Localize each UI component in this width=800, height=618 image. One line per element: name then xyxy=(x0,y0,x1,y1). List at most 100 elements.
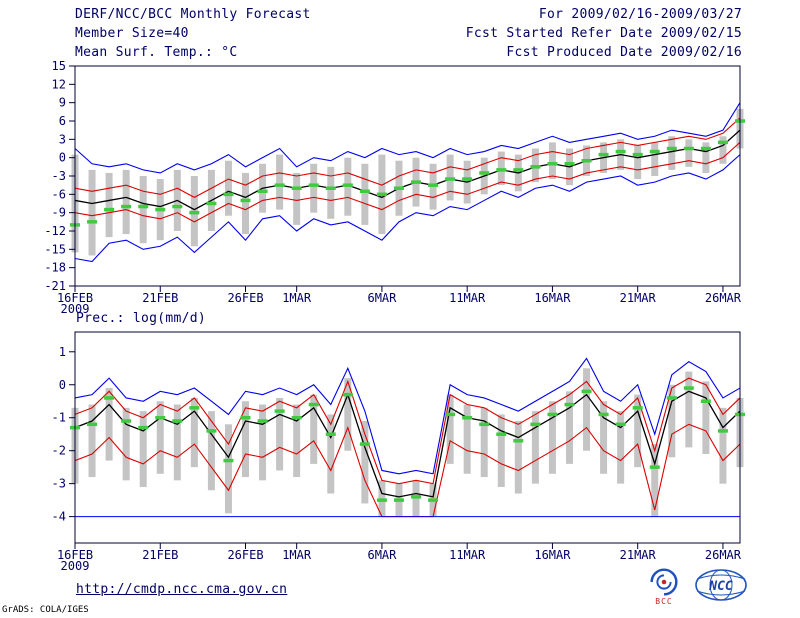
x-tick-label: 26FEB xyxy=(227,291,263,305)
x-tick-label: 26MAR xyxy=(705,548,742,562)
surface-temperature-line-ensemble-max xyxy=(74,102,741,174)
produced-date-label: Fcst Produced Date 2009/02/16 xyxy=(506,45,742,60)
x-tick-label: 21FEB xyxy=(142,291,178,305)
precipitation-member-spread xyxy=(531,411,539,484)
y-tick-label: -15 xyxy=(44,242,66,256)
x-tick-label: 1MAR xyxy=(282,291,312,305)
forecast-period: For 2009/02/16-2009/03/27 xyxy=(538,7,742,22)
y-tick-label: -2 xyxy=(52,444,66,458)
prec-chart-title: Prec.: log(mm/d) xyxy=(76,311,207,326)
surface-temperature-member-spread xyxy=(634,145,642,180)
precipitation-member-spread xyxy=(310,394,318,464)
surface-temperature-member-spread xyxy=(276,154,284,210)
y-tick-label: 0 xyxy=(59,151,66,165)
x-tick-label: 16MAR xyxy=(534,291,571,305)
y-tick-label: -21 xyxy=(44,279,66,293)
precipitation-member-spread xyxy=(719,407,727,484)
surface-temperature-member-spread xyxy=(651,142,659,176)
precipitation-member-spread xyxy=(139,411,147,487)
y-tick-label: -18 xyxy=(44,261,66,275)
x-tick-label: 11MAR xyxy=(449,548,486,562)
y-tick-label: 0 xyxy=(59,378,66,392)
header-line-2: Member Size=40 Fcst Started Refer Date 2… xyxy=(75,24,742,43)
temperature-chart: 15 12 9 6 3 0 -3 -6 -9 -12 -15 -18 -21 16FEB 2009 21FEB… xyxy=(0,59,800,320)
precipitation-chart: 1 0 -1 -2 -3 -4 16FEB 2009 21FEB 26FEB 1MAR 6MAR 11M… xyxy=(0,326,800,578)
precipitation-member-spread xyxy=(702,381,710,454)
y-tick-label: -9 xyxy=(52,206,66,220)
surface-temperature-line-ensemble-mean xyxy=(74,129,741,211)
source-url-link[interactable]: http://cmdp.ncc.cma.gov.cn xyxy=(76,582,288,597)
x-tick-label: 26FEB xyxy=(227,548,263,562)
precipitation-member-spread xyxy=(259,404,267,481)
precipitation-member-spread xyxy=(122,407,130,481)
y-tick-label: 1 xyxy=(59,345,66,359)
x-tick-label: 16MAR xyxy=(534,548,571,562)
precipitation-member-spread xyxy=(617,411,625,484)
header-line-1: DERF/NCC/BCC Monthly Forecast For 2009/0… xyxy=(75,5,742,24)
precipitation-member-spread xyxy=(685,371,693,448)
precipitation-member-spread xyxy=(190,397,198,468)
bcc-logo: BCC xyxy=(646,567,682,606)
surface-temperature-member-spread xyxy=(548,142,556,180)
precipitation-member-spread xyxy=(344,378,352,451)
x-tick-label: 21MAR xyxy=(620,548,657,562)
footer-logos: BCC NCC xyxy=(646,567,748,606)
precipitation-member-spread xyxy=(327,414,335,494)
x-tick-sublabel: 2009 xyxy=(61,559,90,573)
x-tick-label: 21FEB xyxy=(142,548,178,562)
x-tick-label: 16FEB xyxy=(57,291,93,305)
precipitation-member-spread xyxy=(242,401,250,478)
precipitation-member-spread xyxy=(463,404,471,474)
precipitation-member-spread xyxy=(105,388,113,461)
surface-temperature-member-spread xyxy=(361,163,369,225)
y-tick-label: 3 xyxy=(59,132,66,146)
grads-credit: GrADS: COLA/IGES xyxy=(2,605,89,615)
surface-temperature-member-spread xyxy=(310,163,318,213)
surface-temperature-member-spread xyxy=(105,172,113,238)
surface-temperature-member-spread xyxy=(293,172,301,225)
y-tick-label: 12 xyxy=(52,77,66,91)
surface-temperature-member-spread xyxy=(224,160,232,216)
refer-date-label: Fcst Started Refer Date 2009/02/15 xyxy=(465,26,742,41)
temp-chart-title: Mean Surf. Temp.: °C xyxy=(75,45,238,60)
y-tick-label: -3 xyxy=(52,169,66,183)
x-tick-label: 21MAR xyxy=(620,291,657,305)
x-tick-label: 1MAR xyxy=(282,548,312,562)
precipitation-line-ensemble-mean xyxy=(74,390,741,498)
precipitation-member-spread xyxy=(173,404,181,481)
precipitation-member-spread xyxy=(224,424,232,514)
header-line-3: Mean Surf. Temp.: °C Fcst Produced Date … xyxy=(75,43,742,62)
page-title: DERF/NCC/BCC Monthly Forecast xyxy=(75,7,311,22)
y-tick-label: 9 xyxy=(59,96,66,110)
precipitation-member-spread xyxy=(634,394,642,468)
precipitation-member-spread xyxy=(276,397,284,471)
y-tick-label: 15 xyxy=(52,60,66,73)
precipitation-member-spread xyxy=(446,394,454,464)
y-tick-label: -1 xyxy=(52,411,66,425)
bcc-logo-label: BCC xyxy=(655,597,673,606)
precipitation-member-spread xyxy=(668,384,676,458)
precipitation-member-spread xyxy=(514,421,522,494)
surface-temperature-line-lower-quartile xyxy=(74,141,741,223)
precipitation-member-spread xyxy=(651,444,659,517)
surface-temperature-member-spread xyxy=(719,136,727,164)
surface-temperature-line-ensemble-min xyxy=(74,154,741,263)
y-tick-label: 6 xyxy=(59,114,66,128)
y-tick-label: -12 xyxy=(44,224,66,238)
precipitation-member-spread xyxy=(600,401,608,474)
x-tick-label: 6MAR xyxy=(367,291,397,305)
x-tick-label: 26MAR xyxy=(705,291,742,305)
surface-temperature-member-spread xyxy=(685,139,693,167)
surface-temperature-member-spread xyxy=(139,176,147,244)
y-tick-label: -3 xyxy=(52,477,66,491)
surface-temperature-member-spread xyxy=(242,172,250,235)
x-tick-label: 6MAR xyxy=(367,548,397,562)
precipitation-member-spread xyxy=(480,407,488,478)
precipitation-line-upper-quartile xyxy=(74,377,741,485)
y-tick-label: -4 xyxy=(52,510,66,524)
precipitation-member-spread xyxy=(293,404,301,478)
precipitation-member-spread xyxy=(583,368,591,451)
